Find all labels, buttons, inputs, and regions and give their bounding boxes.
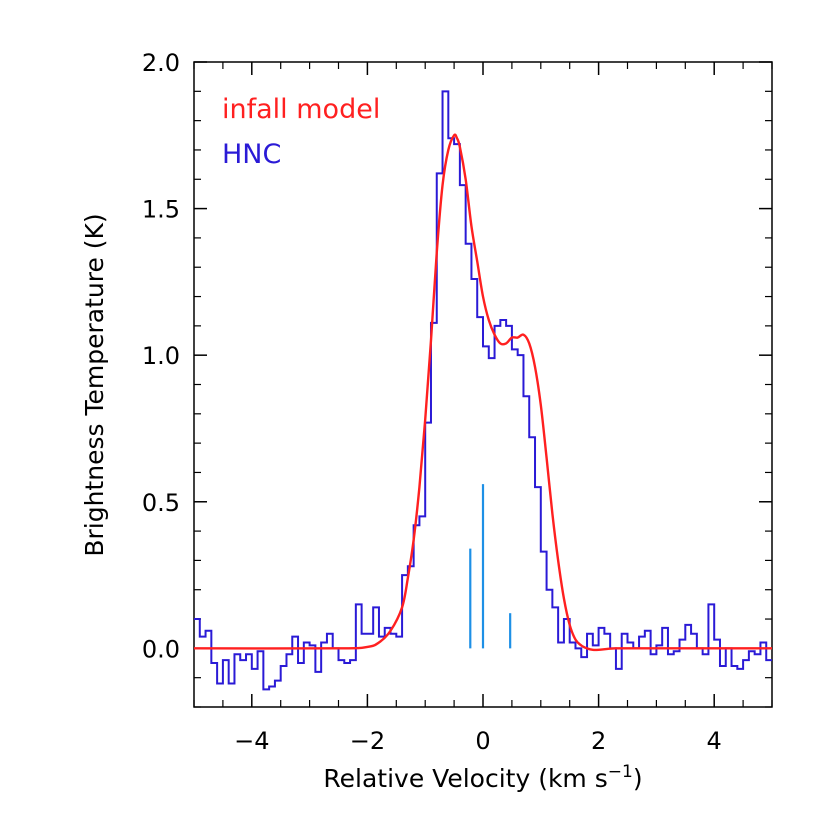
x-axis-label: Relative Velocity (km s−1) (323, 762, 642, 793)
y-tick-label: 0.0 (142, 635, 180, 663)
x-axis-label-close: ) (633, 764, 643, 793)
y-axis-label: Brightness Temperature (K) (80, 213, 109, 556)
x-tick-label: −2 (350, 727, 385, 755)
y-tick-label: 0.5 (142, 489, 180, 517)
infall-model-line (193, 133, 772, 652)
x-tick-label: 4 (707, 727, 722, 755)
ticks (193, 61, 773, 708)
series-layer (193, 90, 772, 691)
x-axis-label-main: Relative Velocity (km s (323, 764, 607, 793)
y-tick-label: 1.0 (142, 342, 180, 370)
hnc-spectrum-line (194, 90, 772, 691)
x-tick-label: 2 (591, 727, 606, 755)
x-axis-label-superscript: −1 (608, 762, 633, 782)
y-tick-label: 1.5 (142, 196, 180, 224)
legend-hnc: HNC (222, 139, 281, 170)
legend-infall-model: infall model (222, 94, 380, 125)
tick-labels: −4 −2 0 2 4 0.0 0.5 1.0 1.5 2.0 (142, 49, 722, 755)
x-tick-label: −4 (234, 727, 269, 755)
x-tick-label: 0 (475, 727, 490, 755)
y-tick-label: 2.0 (142, 49, 180, 77)
